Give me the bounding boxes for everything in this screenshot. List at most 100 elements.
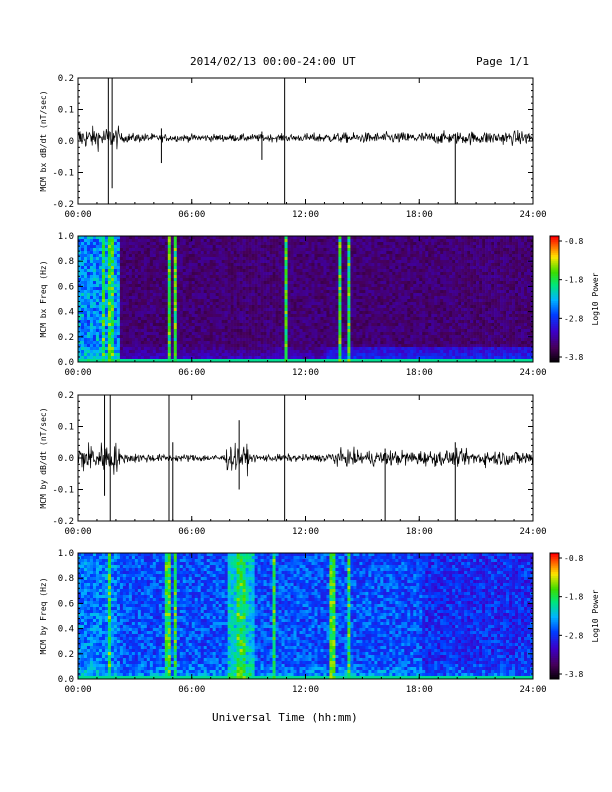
heatmap-cell — [416, 263, 420, 267]
heatmap-cell — [128, 239, 133, 243]
heatmap-cell — [380, 299, 384, 303]
heatmap-cell — [209, 257, 213, 261]
heatmap-cell — [293, 311, 297, 315]
heatmap-cell — [101, 326, 106, 330]
heatmap-cell — [275, 251, 279, 255]
heatmap-cell — [410, 326, 414, 330]
heatmap-cell — [119, 236, 124, 240]
heatmap-cell — [134, 320, 139, 324]
heatmap-cell — [254, 284, 258, 288]
heatmap-cell — [269, 290, 273, 294]
heatmap-cell — [341, 299, 345, 303]
heatmap-cell — [341, 281, 345, 285]
heatmap-cell — [389, 329, 393, 333]
heatmap-cell — [233, 296, 237, 300]
heatmap-cell — [164, 275, 169, 279]
heatmap-cell — [92, 236, 97, 240]
heatmap-cell — [296, 275, 300, 279]
heatmap-cell — [104, 254, 109, 258]
heatmap-cell — [368, 272, 372, 276]
heatmap-cell — [167, 260, 172, 264]
heatmap-cell — [269, 302, 273, 306]
heatmap-cell — [158, 242, 163, 246]
heatmap-cell — [149, 296, 154, 300]
heatmap-cell — [263, 257, 267, 261]
heatmap-cell — [92, 356, 97, 360]
heatmap-cell — [365, 359, 369, 363]
heatmap-cell — [281, 287, 285, 291]
heatmap-cell — [347, 263, 351, 267]
heatmap-cell — [260, 305, 264, 309]
heatmap-cell — [134, 302, 139, 306]
heatmap-cell — [113, 260, 118, 264]
heatmap-cell — [245, 284, 249, 288]
heatmap-cell — [170, 299, 175, 303]
heatmap-cell — [251, 272, 255, 276]
heatmap-cell — [389, 293, 393, 297]
heatmap-cell — [86, 287, 91, 291]
heatmap-cell — [308, 275, 312, 279]
heatmap-cell — [167, 305, 172, 309]
heatmap-cell — [224, 344, 228, 348]
heatmap-cell — [308, 272, 312, 276]
heatmap-cell — [260, 299, 264, 303]
heatmap-cell — [377, 314, 381, 318]
heatmap-cell — [290, 287, 294, 291]
heatmap-cell — [368, 308, 372, 312]
heatmap-cell — [140, 260, 145, 264]
heatmap-cell — [170, 341, 175, 345]
heatmap-cell — [317, 326, 321, 330]
heatmap-cell — [131, 272, 136, 276]
heatmap-cell — [275, 272, 279, 276]
heatmap-cell — [140, 266, 145, 270]
heatmap-cell — [311, 269, 315, 273]
heatmap-cell — [215, 314, 219, 318]
heatmap-cell — [347, 269, 351, 273]
heatmap-cell — [197, 314, 202, 318]
heatmap-cell — [125, 311, 130, 315]
heatmap-cell — [89, 257, 94, 261]
heatmap-cell — [140, 302, 145, 306]
heatmap-cell — [317, 347, 321, 351]
heatmap-cell — [89, 347, 94, 351]
heatmap-cell — [236, 281, 240, 285]
heatmap-cell — [416, 287, 420, 291]
heatmap-cell — [78, 257, 82, 261]
heatmap-cell — [266, 314, 270, 318]
heatmap-cell — [311, 263, 315, 267]
heatmap-cell — [359, 356, 363, 360]
heatmap-cell — [212, 266, 216, 270]
heatmap-cell — [197, 311, 202, 315]
heatmap-cell — [164, 350, 169, 354]
heatmap-cell — [194, 251, 199, 255]
heatmap-cell — [326, 263, 330, 267]
heatmap-cell — [212, 335, 216, 339]
heatmap-cell — [266, 266, 270, 270]
heatmap-cell — [362, 347, 366, 351]
heatmap-cell — [203, 344, 208, 348]
heatmap-cell — [86, 266, 91, 270]
heatmap-cell — [191, 302, 196, 306]
heatmap-cell — [152, 314, 157, 318]
heatmap-cell — [350, 257, 354, 261]
heatmap-cell — [146, 302, 151, 306]
heatmap-cell — [83, 269, 88, 273]
heatmap-cell — [122, 341, 127, 345]
heatmap-cell — [293, 332, 297, 336]
heatmap-cell — [371, 275, 375, 279]
heatmap-cell — [398, 260, 402, 264]
heatmap-cell — [161, 308, 166, 312]
heatmap-cell — [248, 341, 252, 345]
heatmap-cell — [239, 344, 243, 348]
heatmap-cell — [332, 257, 336, 261]
heatmap-cell — [218, 296, 222, 300]
heatmap-cell — [188, 242, 193, 246]
heatmap-cell — [296, 326, 300, 330]
heatmap-cell — [107, 335, 112, 339]
heatmap-cell — [326, 350, 330, 354]
heatmap-cell — [92, 341, 97, 345]
heatmap-cell — [383, 329, 387, 333]
heatmap-cell — [149, 341, 154, 345]
heatmap-cell — [239, 260, 243, 264]
heatmap-cell — [278, 341, 282, 345]
